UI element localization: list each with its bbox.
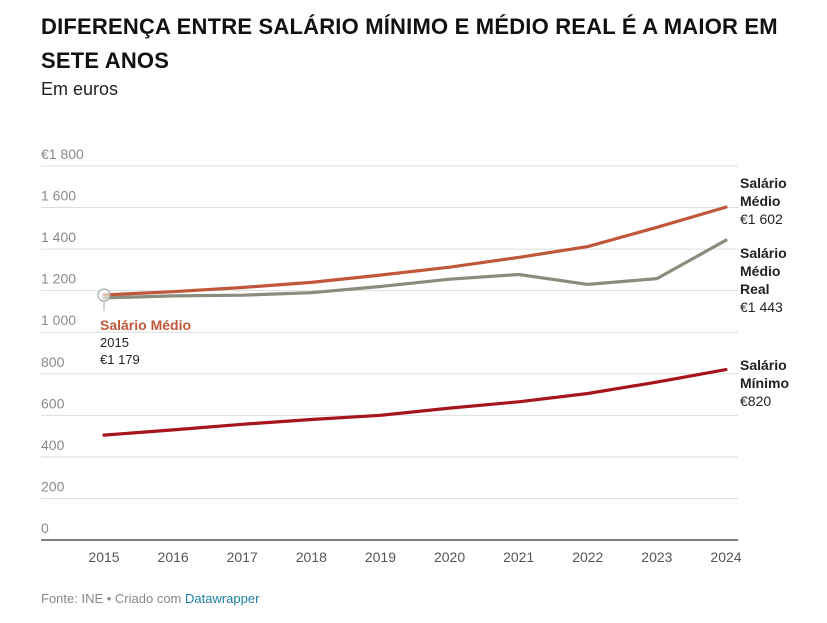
x-tick-label: 2017 [227,549,258,565]
end-label-name: Salário [740,175,787,191]
end-label-medio: Salário Médio €1 602 [740,175,787,227]
end-label-medio-real: Salário Médio Real €1 443 [740,245,787,315]
x-tick-label: 2020 [434,549,465,565]
grid-layer [41,165,738,541]
x-tick-label: 2021 [503,549,534,565]
chart-title: DIFERENÇA ENTRE SALÁRIO MÍNIMO E MÉDIO R… [41,14,778,73]
source-text: Fonte: INE • Criado com [41,591,185,606]
end-label-name: Mínimo [740,375,789,391]
series-layer [102,205,728,437]
x-tick-label: 2018 [296,549,327,565]
annotation-year: 2015 [100,335,129,350]
x-tick-label: 2015 [88,549,119,565]
x-tick-label: 2016 [158,549,189,565]
footer: Fonte: INE • Criado com Datawrapper [41,591,259,606]
series-line-minimo [102,368,728,437]
end-label-value: €820 [740,393,771,409]
y-tick-label: 1 200 [41,271,76,287]
end-label-value: €1 602 [740,211,783,227]
y-tick-label: €1 800 [41,146,84,162]
y-tick-label: 1 600 [41,188,76,204]
annotation-value: €1 179 [100,352,140,367]
end-label-name: Salário [740,245,787,261]
end-label-minimo: Salário Mínimo €820 [740,357,789,409]
annotation: Salário Médio 2015 €1 179 [97,288,191,367]
x-tick-label: 2024 [710,549,741,565]
x-tick-label: 2022 [572,549,603,565]
y-tick-label: 400 [41,437,65,453]
y-tick-label: 0 [41,520,49,536]
end-label-name: Médio [740,263,780,279]
datawrapper-link[interactable]: Datawrapper [185,591,260,606]
x-tick-label: 2019 [365,549,396,565]
end-label-name: Real [740,281,770,297]
y-tick-label: 800 [41,354,65,370]
series-line-medio [102,205,728,297]
series-labels: Salário Médio €1 602 Salário Médio Real €1 443… [740,175,789,409]
y-tick-label: 600 [41,395,65,411]
y-tick-label: 1 400 [41,229,76,245]
annotation-series-name: Salário Médio [100,317,191,333]
y-axis-ticks: €1 800 1 600 1 400 1 200 1 000 800 600 400 200 0 [41,146,84,536]
x-tick-label: 2023 [641,549,672,565]
end-label-name: Médio [740,193,780,209]
y-tick-label: 200 [41,478,65,494]
chart-subtitle: Em euros [41,79,119,99]
x-axis-ticks: 2015 2016 2017 2018 2019 2020 2021 2022 2023 2024 [88,549,741,565]
end-label-name: Salário [740,357,787,373]
y-tick-label: 1 000 [41,312,76,328]
series-line-medio-real [102,238,728,300]
annotation-marker [97,288,111,302]
end-label-value: €1 443 [740,299,783,315]
